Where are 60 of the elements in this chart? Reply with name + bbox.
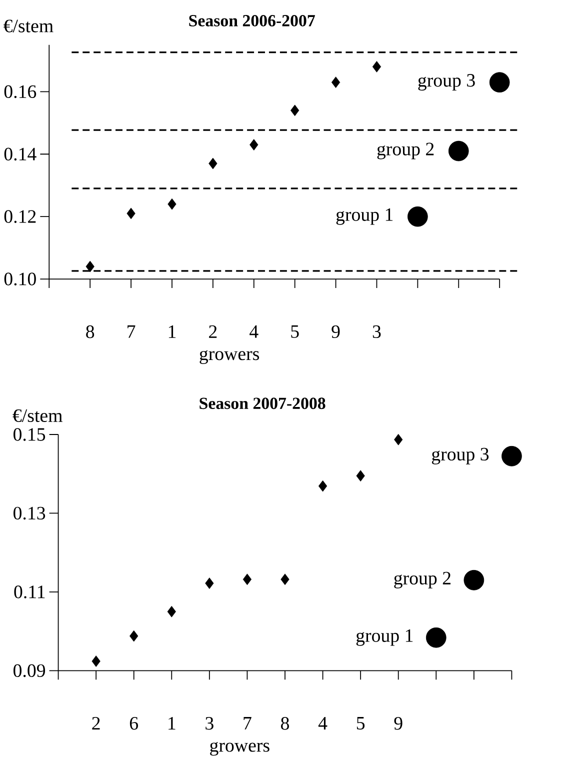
x-tick-label: 9 [394, 717, 402, 730]
y-tick-label: 0.12 [4, 210, 36, 223]
x-tick-label: 6 [130, 717, 138, 730]
y-axis-title: €/stem [3, 20, 54, 32]
x-tick-label: 7 [244, 717, 252, 730]
annotation: group 3 [418, 74, 475, 91]
x-axis-title: growers [200, 350, 259, 364]
y-tick-label: 0.11 [14, 586, 44, 598]
point [372, 61, 381, 72]
point [290, 104, 299, 116]
annotation: group 2 [394, 572, 450, 588]
y-tick-label: 0.15 [13, 428, 45, 441]
x-tick-label: 2 [208, 325, 216, 338]
point [356, 470, 365, 482]
y-tick-label: 0.10 [4, 272, 36, 286]
point [86, 260, 94, 272]
x-tick-label: 3 [205, 717, 214, 730]
point [407, 206, 428, 227]
x-axis-title: growers [210, 742, 270, 756]
x-tick-label: 8 [86, 325, 94, 338]
point [489, 72, 510, 92]
y-tick-label: 0.13 [13, 506, 45, 520]
chart-title: Season 2007-2008 [199, 398, 326, 410]
point [167, 198, 176, 210]
point [129, 630, 138, 642]
point [464, 570, 484, 590]
point [126, 208, 136, 220]
chart-title: Season 2006-2007 [188, 15, 315, 26]
point [204, 578, 214, 589]
annotation: group 1 [336, 208, 392, 225]
x-tick-label: 2 [92, 717, 100, 730]
point [249, 139, 258, 150]
x-tick-label: 3 [372, 325, 380, 338]
point [208, 158, 218, 170]
x-tick-label: 5 [356, 717, 364, 730]
y-tick-label: 0.14 [4, 148, 36, 161]
x-tick-label: 9 [331, 325, 340, 338]
point [426, 627, 446, 648]
x-tick-label: 4 [318, 717, 327, 730]
point [501, 446, 522, 466]
point [280, 574, 290, 586]
x-tick-label: 1 [168, 325, 176, 338]
point [242, 574, 252, 586]
x-tick-label: 5 [290, 325, 299, 338]
point [92, 656, 100, 667]
y-tick-label: 0.09 [13, 664, 45, 678]
x-tick-label: 8 [280, 717, 289, 730]
x-tick-label: 1 [168, 717, 176, 730]
point [394, 434, 402, 446]
y-axis-title: €/stem [12, 409, 62, 422]
x-tick-label: 4 [249, 325, 258, 338]
annotation: group 3 [432, 448, 488, 464]
point [331, 76, 340, 88]
annotation: group 2 [377, 142, 434, 160]
y-tick-label: 0.16 [4, 85, 36, 98]
point [167, 606, 176, 618]
annotation: group 1 [356, 629, 412, 646]
x-tick-label: 7 [127, 325, 135, 338]
point [318, 480, 327, 492]
point [448, 140, 469, 162]
